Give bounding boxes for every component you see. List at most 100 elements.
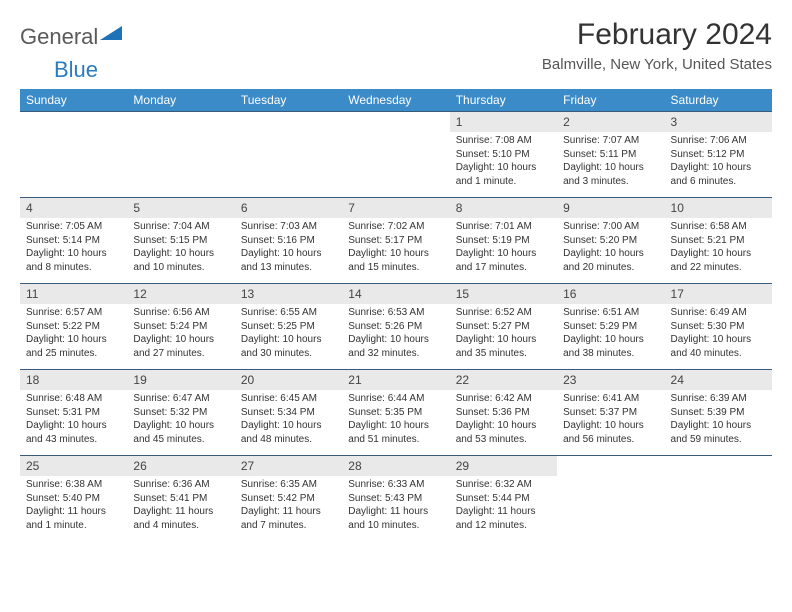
sunrise-text: Sunrise: 6:47 AM: [133, 392, 228, 406]
sunset-text: Sunset: 5:39 PM: [671, 406, 766, 420]
sunrise-text: Sunrise: 6:48 AM: [26, 392, 121, 406]
daylight-text: Daylight: 11 hours and 10 minutes.: [348, 505, 443, 532]
daylight-text: Daylight: 10 hours and 30 minutes.: [241, 333, 336, 360]
daylight-text: Daylight: 10 hours and 45 minutes.: [133, 419, 228, 446]
day-number: 4: [20, 198, 127, 218]
day-number: 2: [557, 112, 664, 132]
sunrise-text: Sunrise: 6:57 AM: [26, 306, 121, 320]
day-cell: 23Sunrise: 6:41 AMSunset: 5:37 PMDayligh…: [557, 370, 664, 456]
sunset-text: Sunset: 5:29 PM: [563, 320, 658, 334]
sunrise-text: Sunrise: 6:39 AM: [671, 392, 766, 406]
sunset-text: Sunset: 5:37 PM: [563, 406, 658, 420]
day-content: Sunrise: 7:01 AMSunset: 5:19 PMDaylight:…: [450, 218, 557, 278]
day-content: Sunrise: 7:08 AMSunset: 5:10 PMDaylight:…: [450, 132, 557, 192]
day-cell: 10Sunrise: 6:58 AMSunset: 5:21 PMDayligh…: [665, 198, 772, 284]
day-content: Sunrise: 6:44 AMSunset: 5:35 PMDaylight:…: [342, 390, 449, 450]
day-number: 29: [450, 456, 557, 476]
sunset-text: Sunset: 5:32 PM: [133, 406, 228, 420]
day-content: Sunrise: 6:47 AMSunset: 5:32 PMDaylight:…: [127, 390, 234, 450]
daylight-text: Daylight: 10 hours and 32 minutes.: [348, 333, 443, 360]
sunrise-text: Sunrise: 6:52 AM: [456, 306, 551, 320]
daylight-text: Daylight: 10 hours and 20 minutes.: [563, 247, 658, 274]
day-number: 19: [127, 370, 234, 390]
sunrise-text: Sunrise: 7:08 AM: [456, 134, 551, 148]
logo-text-blue: Blue: [54, 57, 98, 82]
sunset-text: Sunset: 5:43 PM: [348, 492, 443, 506]
day-cell: 2Sunrise: 7:07 AMSunset: 5:11 PMDaylight…: [557, 112, 664, 198]
daylight-text: Daylight: 10 hours and 6 minutes.: [671, 161, 766, 188]
day-content: Sunrise: 6:36 AMSunset: 5:41 PMDaylight:…: [127, 476, 234, 536]
sunset-text: Sunset: 5:17 PM: [348, 234, 443, 248]
sunrise-text: Sunrise: 6:56 AM: [133, 306, 228, 320]
day-number: 3: [665, 112, 772, 132]
sunset-text: Sunset: 5:35 PM: [348, 406, 443, 420]
sunrise-text: Sunrise: 7:06 AM: [671, 134, 766, 148]
day-number: 25: [20, 456, 127, 476]
sunset-text: Sunset: 5:31 PM: [26, 406, 121, 420]
sunrise-text: Sunrise: 6:32 AM: [456, 478, 551, 492]
daylight-text: Daylight: 10 hours and 17 minutes.: [456, 247, 551, 274]
day-number: 28: [342, 456, 449, 476]
day-header: Wednesday: [342, 89, 449, 112]
day-cell: [665, 456, 772, 542]
sunset-text: Sunset: 5:10 PM: [456, 148, 551, 162]
calendar-table: SundayMondayTuesdayWednesdayThursdayFrid…: [20, 89, 772, 542]
day-number: 6: [235, 198, 342, 218]
sunset-text: Sunset: 5:34 PM: [241, 406, 336, 420]
day-content: Sunrise: 6:51 AMSunset: 5:29 PMDaylight:…: [557, 304, 664, 364]
day-cell: [20, 112, 127, 198]
logo-triangle-icon: [100, 26, 122, 42]
sunset-text: Sunset: 5:20 PM: [563, 234, 658, 248]
sunrise-text: Sunrise: 7:04 AM: [133, 220, 228, 234]
sunrise-text: Sunrise: 6:36 AM: [133, 478, 228, 492]
day-cell: 1Sunrise: 7:08 AMSunset: 5:10 PMDaylight…: [450, 112, 557, 198]
sunset-text: Sunset: 5:16 PM: [241, 234, 336, 248]
day-cell: 18Sunrise: 6:48 AMSunset: 5:31 PMDayligh…: [20, 370, 127, 456]
sunset-text: Sunset: 5:21 PM: [671, 234, 766, 248]
week-row: 25Sunrise: 6:38 AMSunset: 5:40 PMDayligh…: [20, 456, 772, 542]
day-number: 18: [20, 370, 127, 390]
day-cell: [127, 112, 234, 198]
day-content: Sunrise: 6:39 AMSunset: 5:39 PMDaylight:…: [665, 390, 772, 450]
day-cell: 21Sunrise: 6:44 AMSunset: 5:35 PMDayligh…: [342, 370, 449, 456]
day-content: Sunrise: 6:57 AMSunset: 5:22 PMDaylight:…: [20, 304, 127, 364]
day-content: Sunrise: 6:42 AMSunset: 5:36 PMDaylight:…: [450, 390, 557, 450]
day-content: Sunrise: 7:03 AMSunset: 5:16 PMDaylight:…: [235, 218, 342, 278]
daylight-text: Daylight: 10 hours and 22 minutes.: [671, 247, 766, 274]
day-content: Sunrise: 6:55 AMSunset: 5:25 PMDaylight:…: [235, 304, 342, 364]
day-content: Sunrise: 6:41 AMSunset: 5:37 PMDaylight:…: [557, 390, 664, 450]
day-number: 1: [450, 112, 557, 132]
sunrise-text: Sunrise: 6:55 AM: [241, 306, 336, 320]
day-cell: 13Sunrise: 6:55 AMSunset: 5:25 PMDayligh…: [235, 284, 342, 370]
daylight-text: Daylight: 10 hours and 48 minutes.: [241, 419, 336, 446]
day-cell: 22Sunrise: 6:42 AMSunset: 5:36 PMDayligh…: [450, 370, 557, 456]
day-cell: 4Sunrise: 7:05 AMSunset: 5:14 PMDaylight…: [20, 198, 127, 284]
sunset-text: Sunset: 5:36 PM: [456, 406, 551, 420]
day-cell: 26Sunrise: 6:36 AMSunset: 5:41 PMDayligh…: [127, 456, 234, 542]
sunset-text: Sunset: 5:40 PM: [26, 492, 121, 506]
sunrise-text: Sunrise: 6:49 AM: [671, 306, 766, 320]
sunrise-text: Sunrise: 6:45 AM: [241, 392, 336, 406]
sunrise-text: Sunrise: 6:44 AM: [348, 392, 443, 406]
day-cell: 14Sunrise: 6:53 AMSunset: 5:26 PMDayligh…: [342, 284, 449, 370]
day-cell: 7Sunrise: 7:02 AMSunset: 5:17 PMDaylight…: [342, 198, 449, 284]
day-number: 16: [557, 284, 664, 304]
day-number: 9: [557, 198, 664, 218]
daylight-text: Daylight: 10 hours and 51 minutes.: [348, 419, 443, 446]
day-number: 21: [342, 370, 449, 390]
daylight-text: Daylight: 10 hours and 40 minutes.: [671, 333, 766, 360]
day-cell: 17Sunrise: 6:49 AMSunset: 5:30 PMDayligh…: [665, 284, 772, 370]
day-header: Thursday: [450, 89, 557, 112]
sunset-text: Sunset: 5:19 PM: [456, 234, 551, 248]
day-content: Sunrise: 6:49 AMSunset: 5:30 PMDaylight:…: [665, 304, 772, 364]
logo: General: [20, 18, 122, 50]
day-cell: [557, 456, 664, 542]
day-cell: 3Sunrise: 7:06 AMSunset: 5:12 PMDaylight…: [665, 112, 772, 198]
day-number: 17: [665, 284, 772, 304]
sunrise-text: Sunrise: 7:00 AM: [563, 220, 658, 234]
day-content: Sunrise: 6:45 AMSunset: 5:34 PMDaylight:…: [235, 390, 342, 450]
day-cell: 9 Sunrise: 7:00 AMSunset: 5:20 PMDaylight…: [557, 198, 664, 284]
day-content: Sunrise: 7:06 AMSunset: 5:12 PMDaylight:…: [665, 132, 772, 192]
day-content: Sunrise: 6:33 AMSunset: 5:43 PMDaylight:…: [342, 476, 449, 536]
day-number: 15: [450, 284, 557, 304]
